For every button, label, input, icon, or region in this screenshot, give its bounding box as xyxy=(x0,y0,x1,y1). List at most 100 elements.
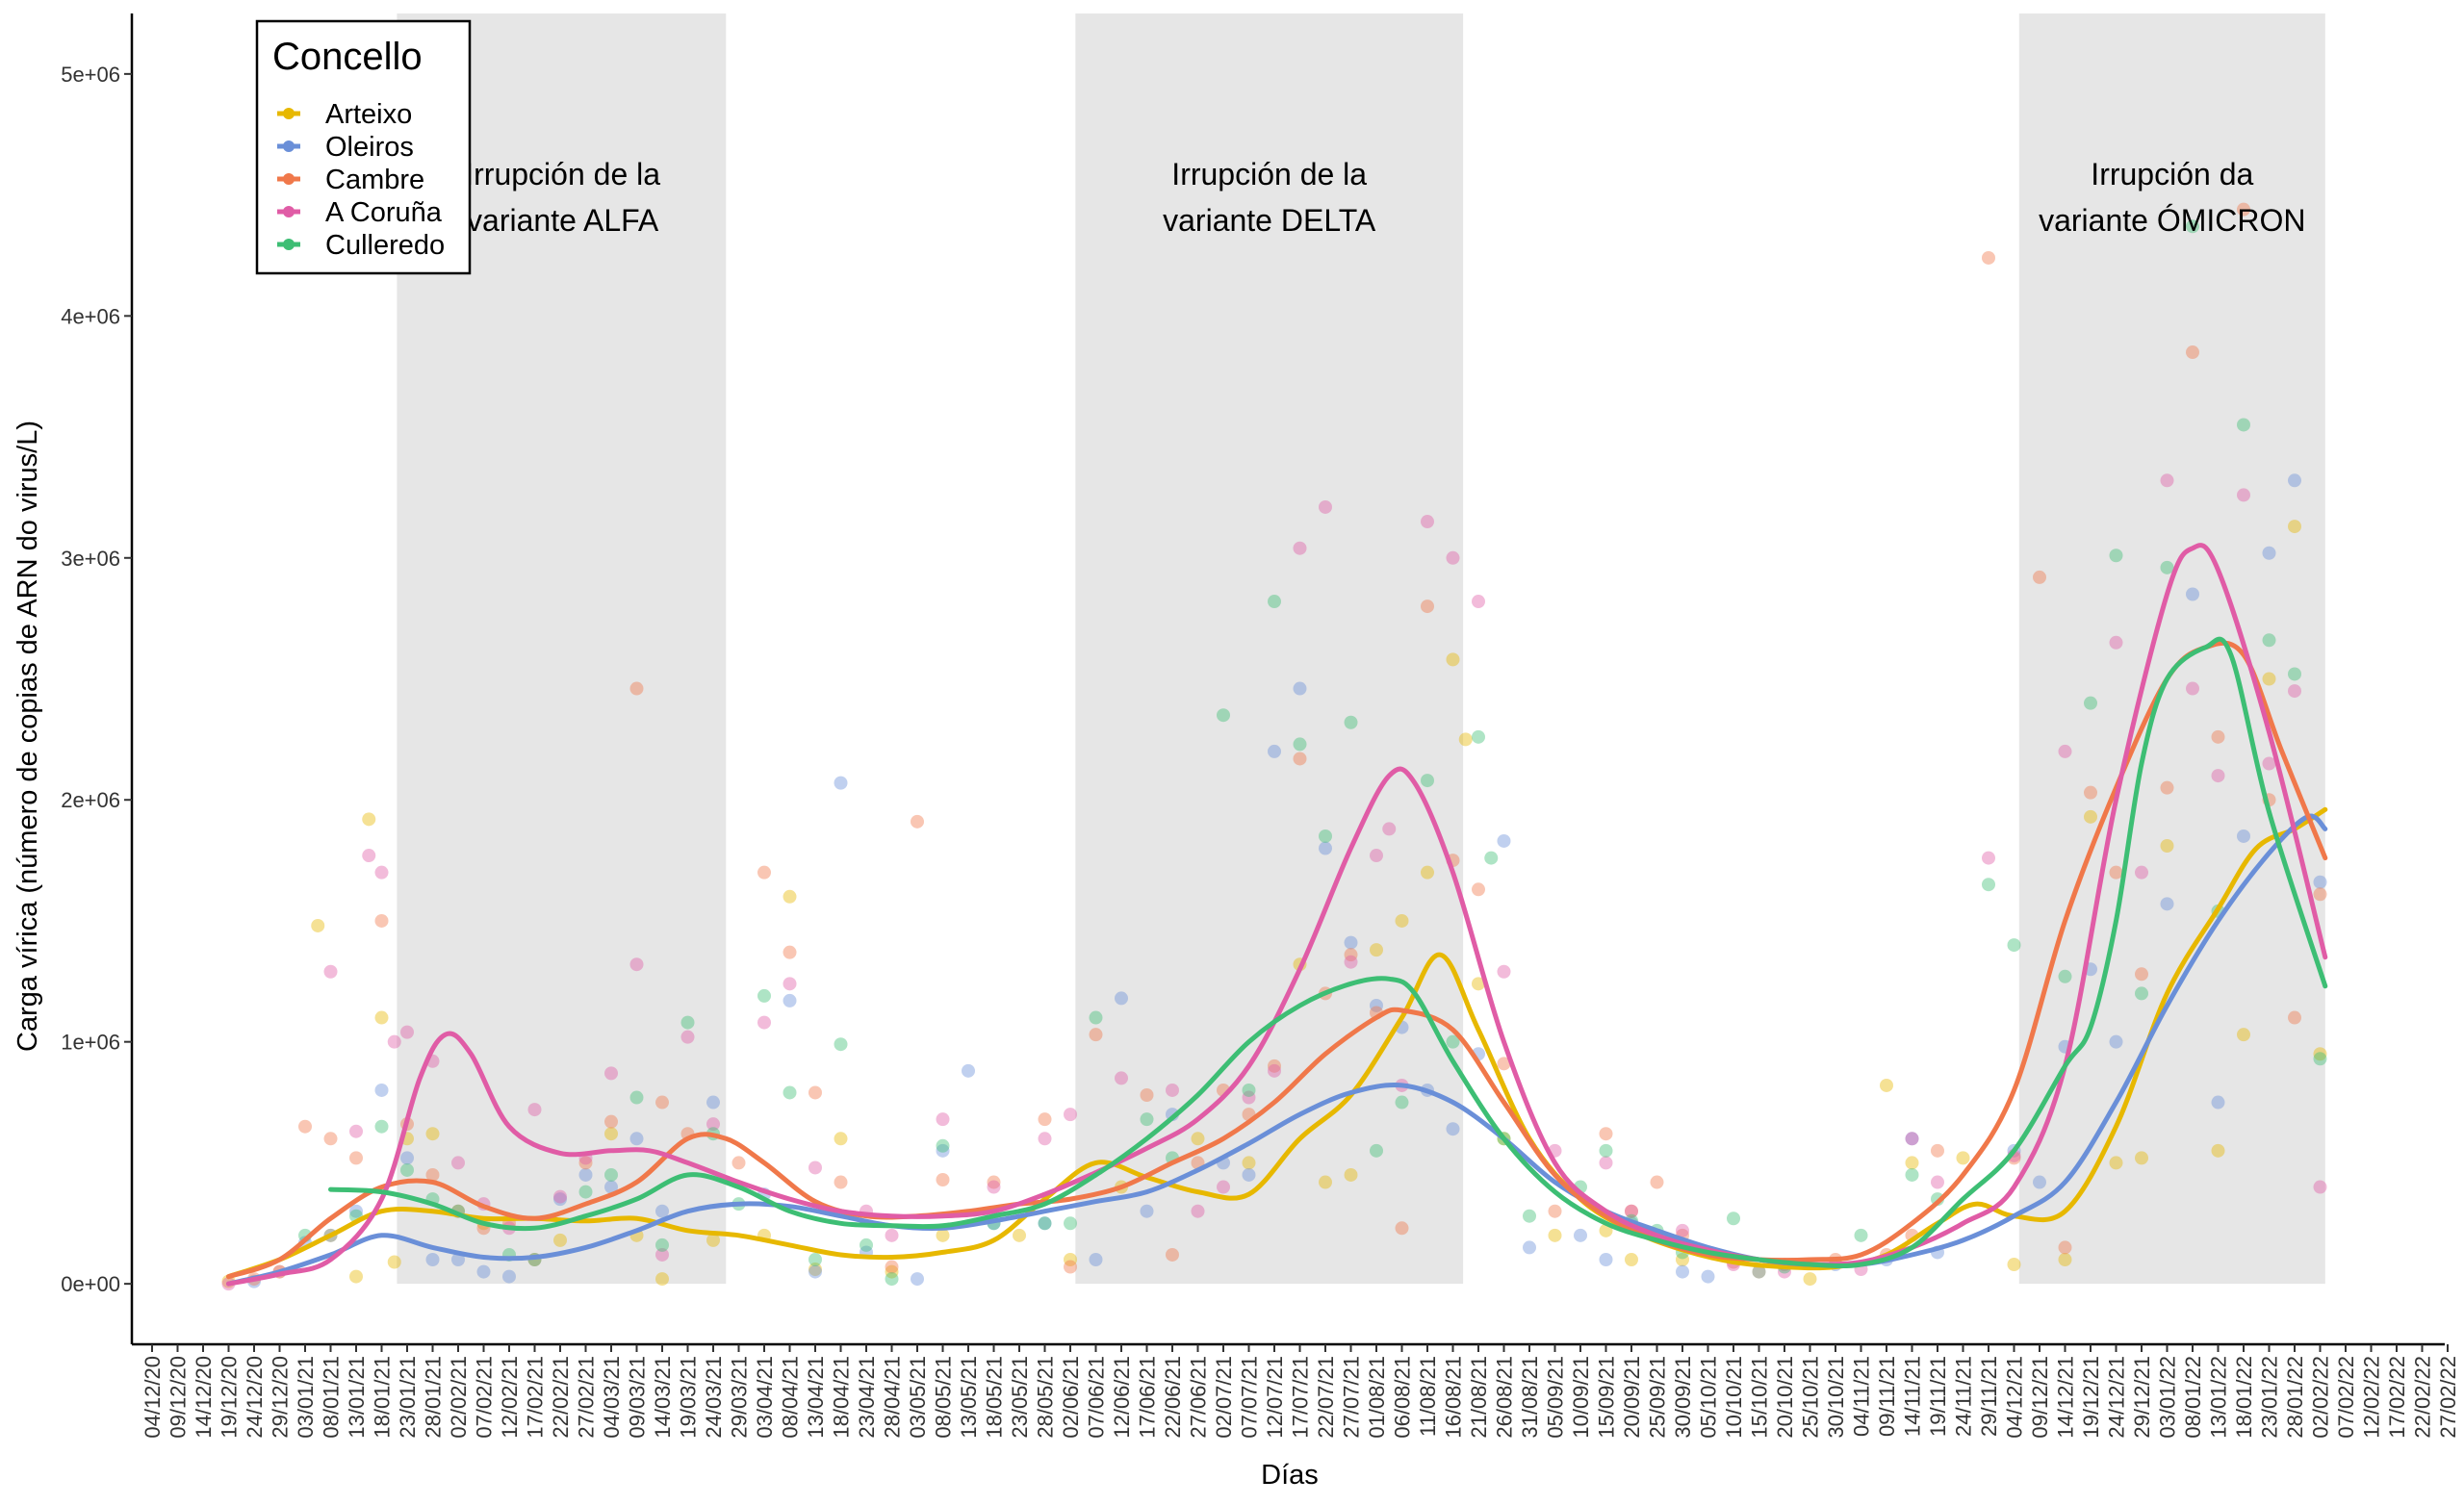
data-point-arteixo xyxy=(1752,1264,1766,1279)
data-point-a-coru-a xyxy=(1115,1071,1128,1085)
x-tick-label: 08/04/21 xyxy=(779,1356,803,1439)
data-point-culleredo xyxy=(604,1167,618,1182)
smooth-line-culleredo xyxy=(328,636,2328,1269)
x-tick-label: 22/02/21 xyxy=(549,1356,573,1439)
x-tick-label: 02/06/21 xyxy=(1059,1356,1083,1439)
data-point-culleredo xyxy=(936,1138,950,1153)
x-tick-label: 25/09/21 xyxy=(1646,1356,1670,1439)
data-point-a-coru-a xyxy=(680,1030,695,1044)
data-point-a-coru-a xyxy=(1982,851,1995,865)
data-point-arteixo xyxy=(1013,1228,1026,1242)
data-point-cambre xyxy=(2109,865,2123,880)
data-point-culleredo xyxy=(1395,1095,1409,1110)
data-point-cambre xyxy=(578,1156,593,1170)
data-point-arteixo xyxy=(1370,943,1383,957)
data-point-culleredo xyxy=(2007,938,2021,953)
data-point-culleredo xyxy=(2186,219,2199,234)
data-point-a-coru-a xyxy=(2313,1180,2327,1194)
data-point-culleredo xyxy=(655,1237,669,1252)
data-point-oleiros xyxy=(2160,897,2174,911)
data-point-cambre xyxy=(604,1114,618,1129)
x-tick-label: 27/06/21 xyxy=(1187,1356,1211,1439)
x-tick-label: 21/08/21 xyxy=(1467,1356,1491,1439)
data-point-oleiros xyxy=(2211,1095,2225,1110)
x-tick-label: 04/12/20 xyxy=(141,1356,165,1439)
data-point-cambre xyxy=(2160,780,2174,795)
data-point-oleiros xyxy=(706,1095,720,1110)
data-point-arteixo xyxy=(2109,1156,2123,1170)
data-point-culleredo xyxy=(374,1119,389,1134)
data-point-culleredo xyxy=(629,1090,644,1105)
x-tick-label: 05/10/21 xyxy=(1697,1356,1721,1439)
data-point-a-coru-a xyxy=(1344,955,1358,969)
x-tick-label: 18/04/21 xyxy=(830,1356,854,1439)
x-tick-label: 10/10/21 xyxy=(1722,1356,1746,1439)
period-label-line2: variante ÓMICRON xyxy=(2039,203,2305,238)
data-point-a-coru-a xyxy=(885,1228,899,1242)
data-point-arteixo xyxy=(553,1233,567,1247)
data-point-oleiros xyxy=(1319,841,1332,855)
data-point-arteixo xyxy=(604,1127,618,1141)
legend-key-dot xyxy=(283,239,295,250)
x-tick-label: 08/05/21 xyxy=(932,1356,956,1439)
data-point-a-coru-a xyxy=(527,1103,542,1117)
data-point-culleredo xyxy=(2135,986,2148,1001)
x-tick-label: 29/12/21 xyxy=(2130,1356,2154,1439)
data-point-arteixo xyxy=(374,1010,389,1025)
x-tick-label: 24/11/21 xyxy=(1952,1356,1976,1437)
x-tick-label: 05/09/21 xyxy=(1544,1356,1568,1439)
data-point-a-coru-a xyxy=(2211,769,2225,783)
data-point-a-coru-a xyxy=(629,957,644,972)
data-point-arteixo xyxy=(1548,1228,1562,1242)
data-point-a-coru-a xyxy=(1293,541,1307,555)
data-point-a-coru-a xyxy=(1319,499,1332,514)
x-tick-label: 28/01/21 xyxy=(422,1356,446,1439)
data-point-culleredo xyxy=(1523,1209,1536,1223)
data-point-arteixo xyxy=(1880,1078,1893,1092)
data-point-a-coru-a xyxy=(387,1034,401,1049)
legend-label: Arteixo xyxy=(325,99,412,130)
legend-label: A Coruña xyxy=(325,197,443,228)
data-point-arteixo xyxy=(1319,1175,1332,1189)
data-point-arteixo xyxy=(1803,1272,1817,1287)
data-point-a-coru-a xyxy=(936,1112,950,1127)
x-tick-label: 23/05/21 xyxy=(1008,1356,1032,1439)
data-point-culleredo xyxy=(1242,1083,1256,1097)
data-point-culleredo xyxy=(578,1185,593,1199)
data-point-arteixo xyxy=(2160,839,2174,854)
x-tick-label: 27/02/21 xyxy=(575,1356,599,1439)
x-tick-label: 08/01/22 xyxy=(2181,1356,2205,1439)
data-point-cambre xyxy=(911,814,924,829)
data-point-culleredo xyxy=(860,1237,873,1252)
shaded-period-3 xyxy=(2018,13,2325,1285)
x-tick-label: 07/06/21 xyxy=(1085,1356,1109,1439)
data-point-a-coru-a xyxy=(323,964,338,979)
data-point-oleiros xyxy=(629,1132,644,1146)
legend-label: Cambre xyxy=(325,165,424,195)
data-point-oleiros xyxy=(1905,1132,1919,1146)
x-tick-label: 29/03/21 xyxy=(728,1356,752,1439)
data-point-culleredo xyxy=(2058,969,2072,983)
data-point-arteixo xyxy=(1421,865,1434,880)
data-point-culleredo xyxy=(1472,729,1485,744)
y-tick-label: 1e+06 xyxy=(61,1031,120,1055)
data-point-a-coru-a xyxy=(1268,1063,1281,1078)
period-label-line1: Irrupción de la xyxy=(465,157,660,191)
y-tick-label: 5e+06 xyxy=(61,63,120,87)
x-tick-label: 30/09/21 xyxy=(1671,1356,1695,1439)
x-tick-label: 08/01/21 xyxy=(320,1356,344,1439)
data-point-a-coru-a xyxy=(362,849,376,863)
x-tick-label: 29/12/20 xyxy=(269,1356,293,1439)
data-point-oleiros xyxy=(425,1252,440,1266)
x-tick-label: 13/01/22 xyxy=(2207,1356,2231,1439)
data-point-a-coru-a xyxy=(400,1025,414,1039)
data-point-arteixo xyxy=(1064,1252,1077,1266)
data-point-oleiros xyxy=(936,1143,950,1158)
x-tick-label: 24/03/21 xyxy=(702,1356,726,1439)
shaded-period-2 xyxy=(1075,13,1464,1285)
data-point-culleredo xyxy=(2313,1052,2327,1066)
data-point-arteixo xyxy=(2237,1028,2250,1042)
data-point-oleiros xyxy=(1038,1216,1052,1231)
y-axis-title: Carga vírica (número de copias de ARN do… xyxy=(13,421,43,1052)
x-tick-label: 14/12/21 xyxy=(2054,1356,2078,1439)
